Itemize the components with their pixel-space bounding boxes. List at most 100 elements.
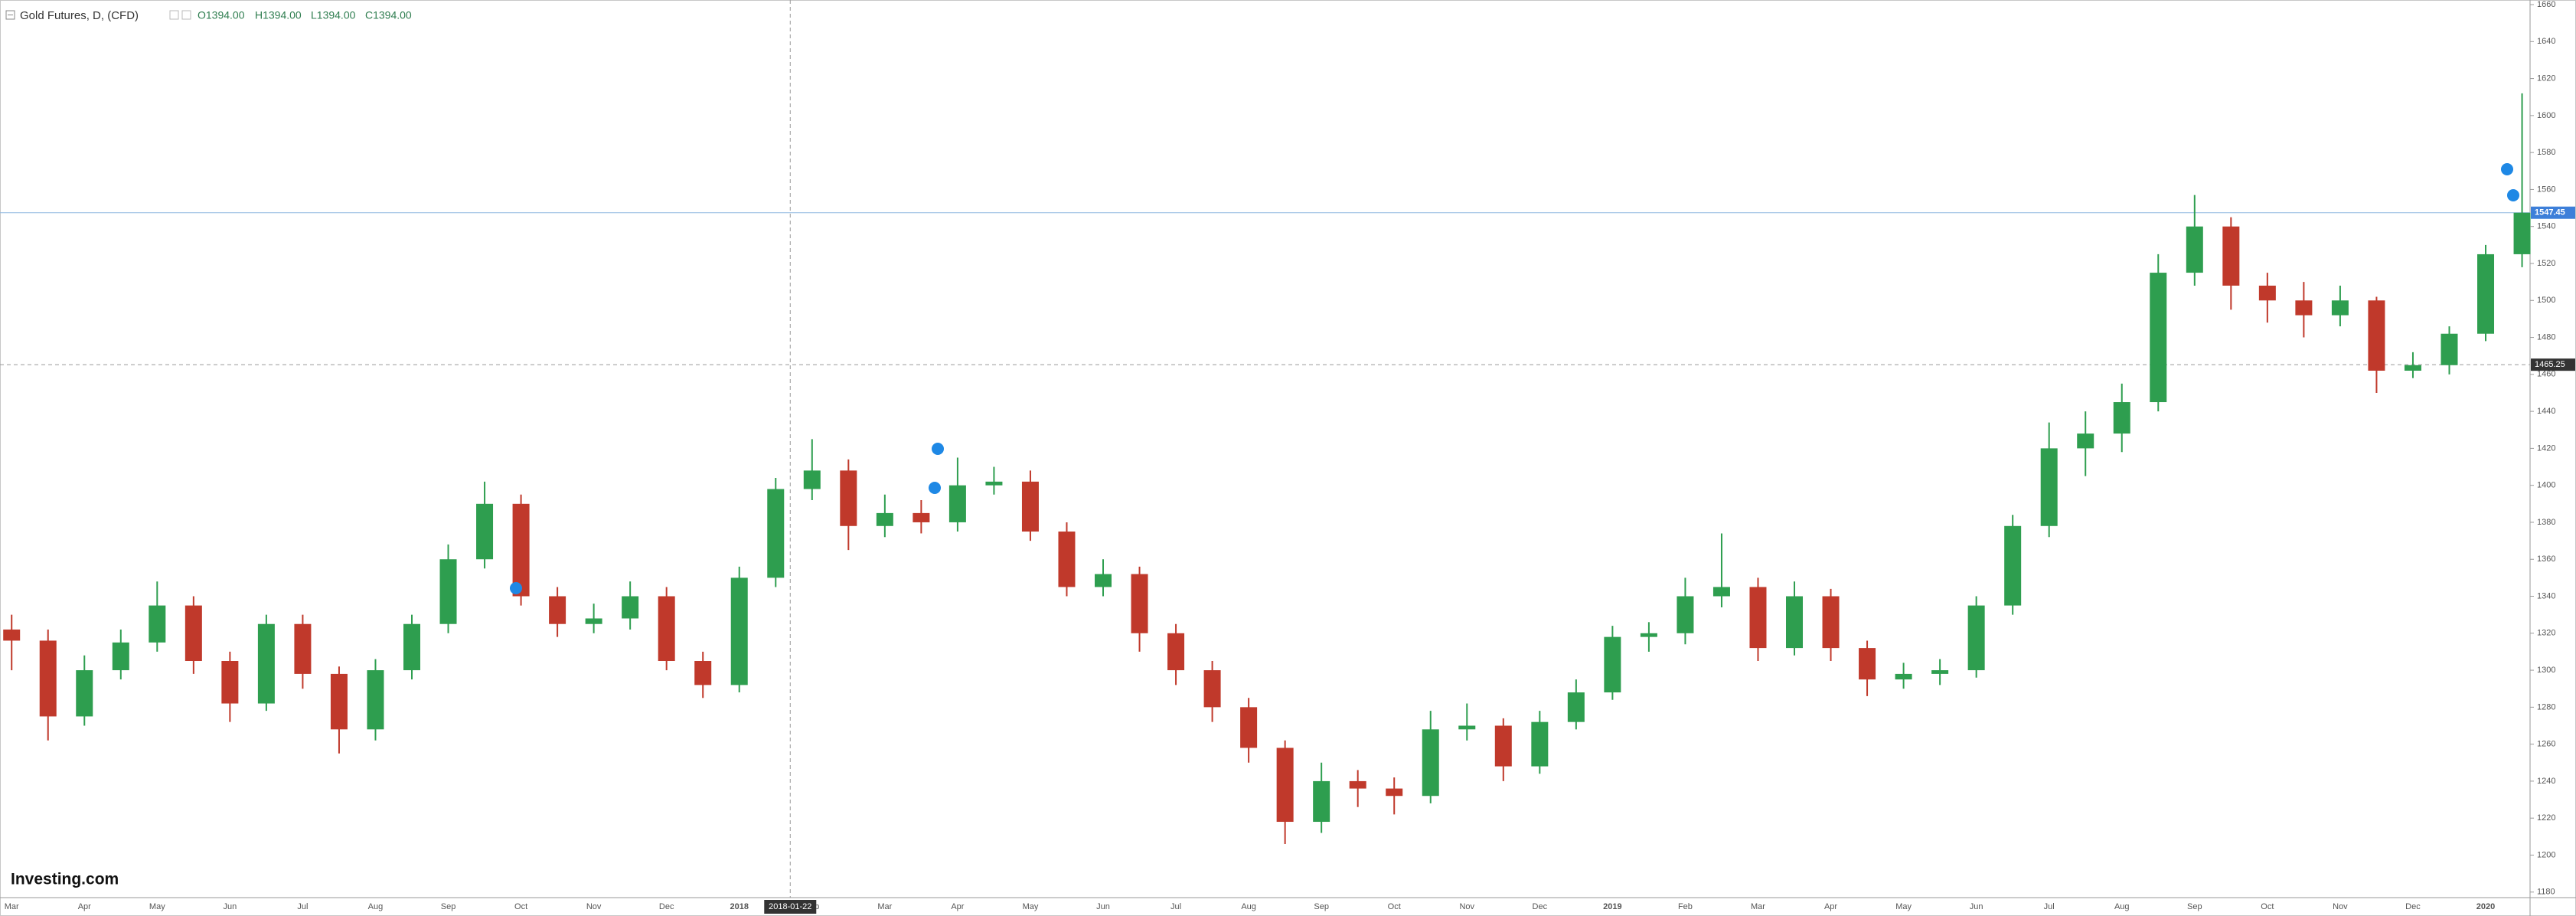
x-tick-label: May (1023, 902, 1039, 911)
candle-body (730, 577, 748, 685)
candle-body (1822, 596, 1840, 649)
candle-body (1095, 574, 1112, 587)
candle-body (1640, 633, 1657, 637)
candle-body (2331, 300, 2349, 316)
candle-body (1786, 596, 1804, 649)
y-tick-label: 1220 (2537, 813, 2555, 823)
y-tick-label: 1260 (2537, 740, 2555, 749)
candle-body (2513, 212, 2531, 254)
y-tick-label: 1320 (2537, 629, 2555, 638)
candle-body (622, 596, 639, 619)
watermark: Investing.com (11, 871, 119, 888)
y-tick-label: 1440 (2537, 407, 2555, 416)
x-tick-label: Aug (368, 902, 384, 911)
event-marker[interactable] (932, 443, 944, 455)
candle-body (1967, 605, 1985, 671)
candle-body (2258, 285, 2276, 301)
last-price-label: 1547.45 (2535, 208, 2565, 218)
y-tick-label: 1200 (2537, 850, 2555, 859)
x-tick-label: Mar (5, 902, 19, 911)
x-tick-label: Feb (1678, 902, 1693, 911)
event-marker[interactable] (2501, 163, 2513, 175)
candle-body (1349, 780, 1366, 789)
y-tick-label: 1580 (2537, 148, 2555, 157)
candle-body (2186, 226, 2203, 273)
candle-body (1422, 729, 1439, 797)
candle-body (1859, 648, 1876, 680)
candle-body (840, 470, 857, 526)
y-tick-label: 1660 (2537, 0, 2555, 9)
candle-body (1203, 670, 1221, 708)
candle-body (3, 629, 21, 641)
y-tick-label: 1600 (2537, 111, 2555, 120)
x-tick-label: Mar (1751, 902, 1765, 911)
candle-body (1494, 725, 1512, 767)
y-tick-label: 1280 (2537, 702, 2555, 712)
x-tick-label: Apr (1824, 902, 1837, 911)
candle-body (1276, 748, 1294, 823)
y-tick-label: 1180 (2537, 888, 2555, 897)
candle-body (2040, 448, 2058, 526)
x-tick-label: Dec (2405, 902, 2421, 911)
collapse-icon[interactable] (5, 10, 15, 20)
candle-body (2404, 365, 2421, 371)
ohlc-legend: O1394.00 H1394.00 L1394.00 C1394.00 (198, 9, 412, 21)
x-tick-label: May (149, 902, 165, 911)
candle-body (585, 618, 602, 624)
candle-body (294, 623, 312, 674)
candle-body (221, 661, 239, 704)
candle-body (1240, 707, 1258, 748)
y-tick-label: 1640 (2537, 37, 2555, 46)
candle-body (1604, 636, 1621, 693)
x-tick-label: Mar (877, 902, 892, 911)
candle-body (948, 485, 966, 522)
candle-body (1677, 596, 1694, 633)
y-tick-label: 1360 (2537, 555, 2555, 564)
candle-body (1712, 587, 1730, 597)
x-tick-label: Aug (1241, 902, 1256, 911)
y-tick-label: 1420 (2537, 443, 2555, 453)
candle-body (2477, 254, 2495, 334)
candle-body (367, 670, 384, 730)
chart-title: Gold Futures, D, (CFD) (20, 9, 139, 22)
candle-body (257, 623, 275, 704)
candle-body (2222, 226, 2240, 286)
ohlc-value: C1394.00 (365, 9, 412, 21)
candle-body (1167, 633, 1185, 671)
ohlc-value: O1394.00 (198, 9, 245, 21)
x-tick-label: Nov (1459, 902, 1474, 911)
x-tick-label: Jul (1170, 902, 1181, 911)
x-tick-label: Jul (297, 902, 308, 911)
x-tick-label: Apr (78, 902, 91, 911)
x-tick-label: Nov (586, 902, 602, 911)
crosshair-price-label: 1465.25 (2535, 360, 2565, 369)
candle-body (1567, 692, 1585, 722)
y-tick-label: 1540 (2537, 222, 2555, 231)
x-tick-label: Aug (2114, 902, 2130, 911)
x-tick-label: 2019 (1603, 902, 1621, 911)
y-tick-label: 1500 (2537, 296, 2555, 305)
y-tick-label: 1460 (2537, 370, 2555, 379)
event-marker[interactable] (2507, 189, 2519, 201)
close-icon[interactable] (181, 10, 191, 20)
crosshair-date-label: 2018-01-22 (769, 902, 811, 911)
x-tick-label: May (1895, 902, 1912, 911)
x-tick-label: 2018 (730, 902, 748, 911)
candle-body (694, 661, 712, 685)
event-marker[interactable] (929, 482, 941, 494)
y-tick-label: 1400 (2537, 481, 2555, 490)
candle-body (1021, 481, 1039, 532)
event-marker[interactable] (510, 582, 522, 594)
y-tick-label: 1340 (2537, 591, 2555, 600)
ohlc-value: L1394.00 (311, 9, 356, 21)
x-tick-label: 2020 (2476, 902, 2495, 911)
ohlc-value: H1394.00 (255, 9, 302, 21)
x-tick-label: Dec (1533, 902, 1548, 911)
candle-body (803, 470, 821, 489)
settings-icon[interactable] (169, 10, 179, 20)
candle-body (330, 673, 348, 730)
event-markers (510, 163, 2519, 594)
candle-body (985, 481, 1003, 486)
candle-body (439, 559, 457, 624)
